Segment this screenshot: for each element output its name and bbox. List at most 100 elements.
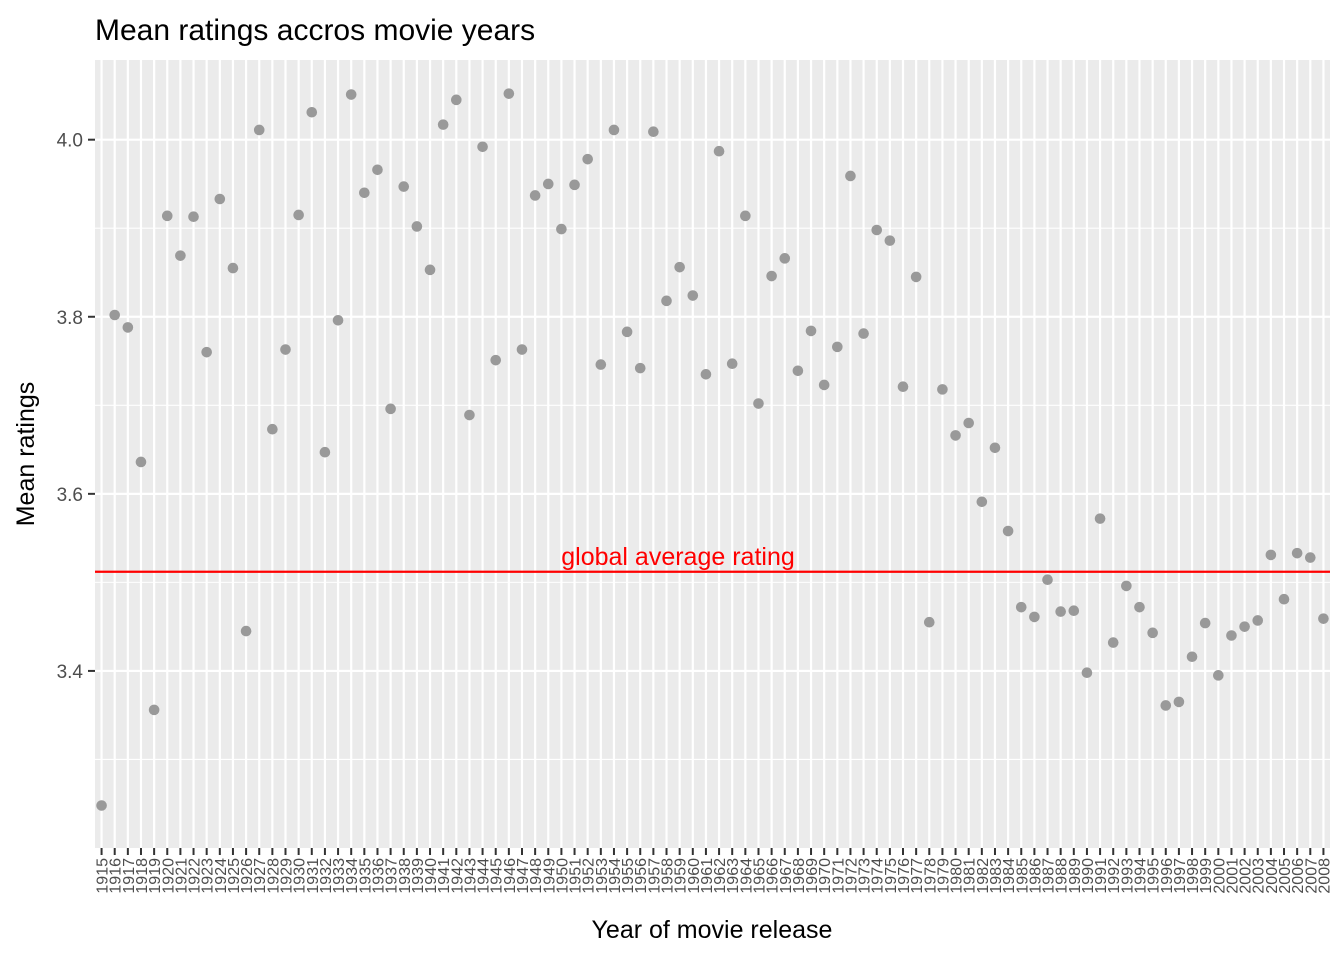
x-tick-label: 1972 [843,858,860,894]
x-tick-label: 1983 [988,858,1005,894]
x-tick-label: 1937 [384,858,401,894]
data-point [437,119,449,130]
x-tick-label: 1971 [830,858,847,894]
data-point [832,341,843,353]
data-point [398,181,410,192]
data-point [135,456,147,468]
x-tick-label: 1993 [1119,858,1136,894]
data-point [779,253,791,264]
x-tick-label: 1981 [962,858,979,894]
x-tick-label: 1953 [594,858,611,894]
x-tick-label: 1968 [791,858,808,894]
x-tick-label: 1994 [1132,858,1149,894]
x-tick-label: 1919 [147,858,164,894]
x-tick-label: 2005 [1277,858,1294,894]
data-point [805,325,817,337]
data-point [753,398,764,409]
data-point [1173,696,1185,708]
x-tick-label: 1987 [1041,858,1058,894]
x-tick-label: 1954 [607,858,624,894]
x-tick-label: 1990 [1080,858,1097,894]
x-tick-label: 1967 [778,858,795,894]
data-point [621,326,633,338]
data-point [332,315,344,326]
x-tick-label: 1948 [528,858,545,894]
data-point [608,124,620,136]
x-tick-label: 1986 [1027,858,1044,894]
data-point [464,409,475,421]
data-point [595,359,607,370]
x-tick-label: 1938 [397,858,414,894]
x-tick-label: 2007 [1303,858,1320,894]
data-point [1226,630,1237,641]
x-tick-label: 1982 [975,858,992,894]
x-tick-label: 1944 [476,858,493,894]
x-tick-label: 1992 [1106,858,1123,894]
x-tick-label: 1958 [660,858,677,894]
x-tick-label: 1966 [765,858,782,894]
data-point [674,261,685,273]
x-tick-label: 1924 [213,858,230,894]
x-tick-label: 2002 [1238,858,1255,894]
x-tick-label: 1969 [804,858,821,894]
data-point [385,403,396,415]
data-point [227,262,239,274]
x-tick-label: 1936 [370,858,387,894]
y-axis-title: Mean ratings [12,382,40,527]
x-tick-label: 1984 [1001,858,1018,894]
x-tick-label: 2000 [1211,858,1228,894]
data-point [319,446,331,458]
x-tick-label: 1997 [1172,858,1189,894]
x-tick-label: 2004 [1264,858,1281,894]
data-point [556,223,567,235]
x-axis: 1915191619171918191919201921192219231924… [95,848,1333,894]
x-tick-label: 1965 [751,858,768,894]
data-point [1015,601,1027,613]
data-point [188,211,199,223]
x-tick-label: 1996 [1159,858,1176,894]
data-point [858,328,869,339]
data-point [1121,580,1132,592]
data-points [96,88,1329,811]
data-point [897,381,909,393]
data-point [963,417,974,429]
x-tick-label: 1933 [331,858,348,894]
x-tick-label: 1998 [1185,858,1202,894]
x-tick-label: 1941 [436,858,453,894]
data-point [713,145,725,157]
data-point [910,271,922,283]
data-point [1042,574,1053,586]
y-tick-label: 3.6 [57,485,83,506]
x-tick-label: 1962 [712,858,729,894]
x-tick-label: 1950 [554,858,571,894]
data-point [148,704,160,716]
x-tick-label: 1925 [226,858,243,894]
global-average-line: global average rating [95,543,1330,573]
data-point [175,250,186,261]
x-tick-label: 1922 [187,858,204,894]
x-tick-label: 1949 [541,858,558,894]
data-point [516,344,528,355]
data-point [96,800,107,811]
x-tick-label: 1985 [1014,858,1031,894]
data-point [766,270,777,282]
data-point [542,178,554,190]
data-point [726,358,738,369]
data-point [424,264,436,276]
x-tick-label: 1991 [1093,858,1110,894]
chart-title: Mean ratings accros movie years [95,14,535,47]
x-tick-label: 1934 [344,858,361,894]
x-tick-label: 1921 [173,858,190,894]
x-tick-label: 1999 [1198,858,1215,894]
data-point [740,210,751,222]
x-tick-label: 1961 [699,858,716,894]
data-point [306,106,318,118]
data-point [818,379,830,391]
data-point [280,344,291,355]
data-point [1213,670,1224,681]
data-point [687,290,699,301]
x-tick-label: 1916 [108,858,125,894]
x-tick-label: 1917 [121,858,138,894]
data-point [1278,593,1290,605]
